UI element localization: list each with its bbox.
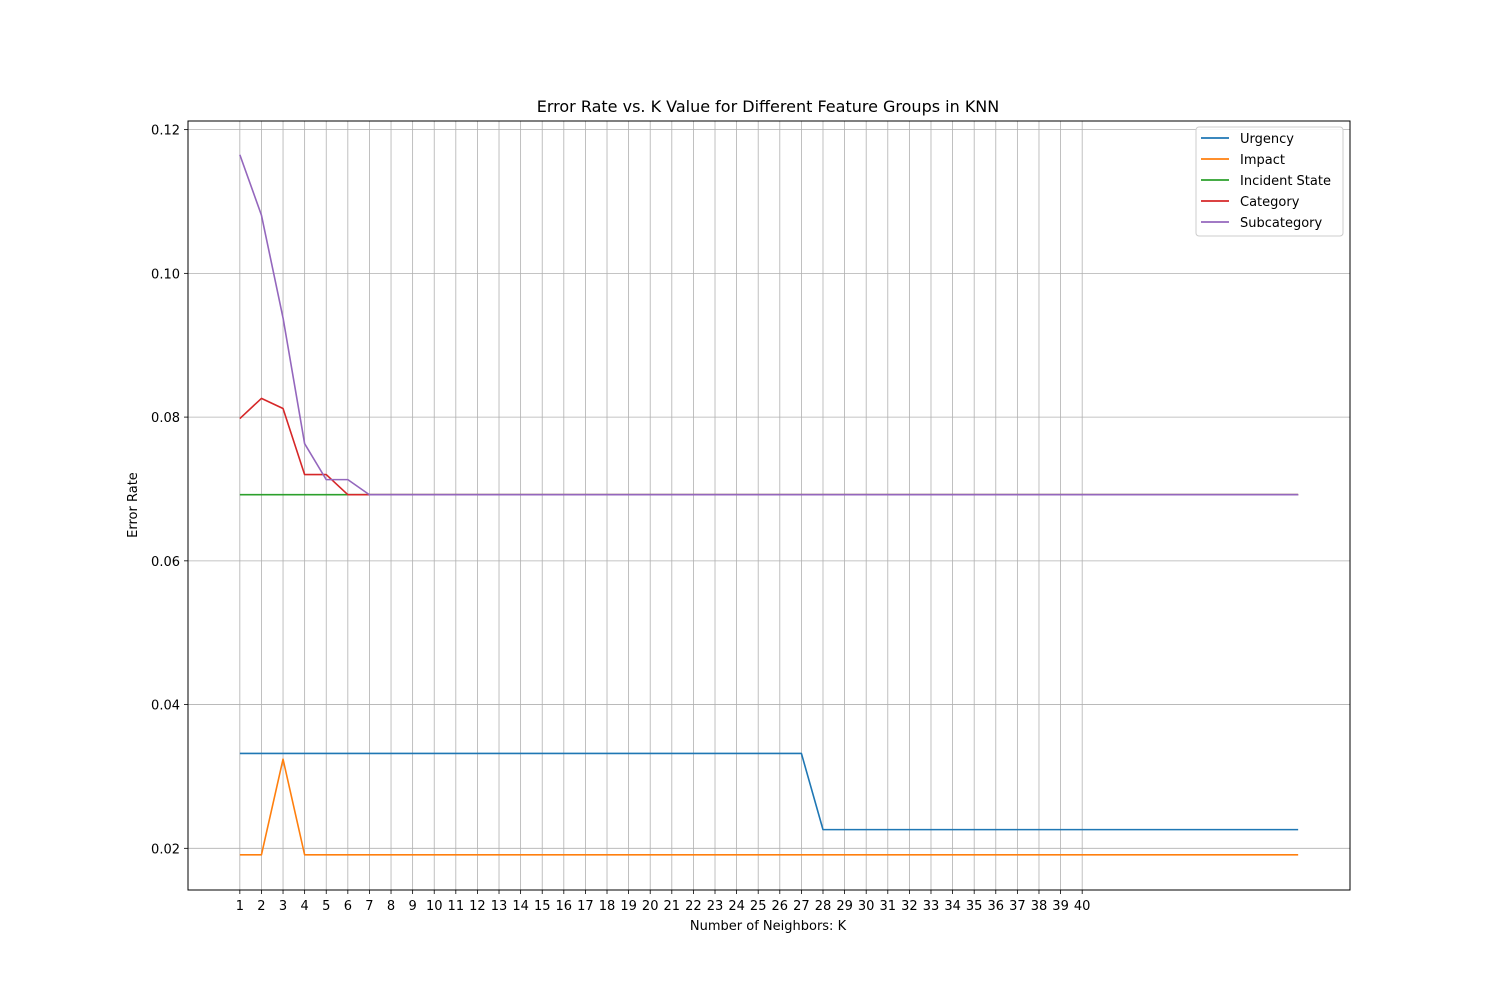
x-tick-label: 6 (344, 899, 352, 914)
series-line-impact (239, 758, 1299, 856)
x-axis-ticks: 1 2 3 4 5 6 7 8 9 10 11 12 13 14 15 16 17 18 19 20 21 22 23 24 2… (236, 890, 1091, 914)
legend-entry-label: Impact (1240, 153, 1285, 168)
legend-entry-label: Urgency (1240, 132, 1294, 147)
x-tick-label: 20 (642, 899, 659, 914)
y-axis-label: Error Rate (126, 472, 141, 538)
x-tick-label: 37 (1009, 899, 1026, 914)
x-tick-label: 27 (793, 899, 810, 914)
x-tick-label: 38 (1031, 899, 1048, 914)
x-tick-label: 14 (512, 899, 529, 914)
x-tick-label: 29 (836, 899, 853, 914)
x-tick-label: 4 (300, 899, 308, 914)
x-tick-label: 25 (750, 899, 767, 914)
x-tick-label: 28 (815, 899, 832, 914)
y-tick-label: 0.10 (151, 267, 180, 282)
x-tick-label: 21 (664, 899, 681, 914)
series-lines (239, 154, 1299, 856)
legend-box (1195, 126, 1344, 237)
grid (188, 121, 1350, 890)
y-axis-ticks: 0.02 0.04 0.06 0.08 0.10 0.12 (151, 124, 188, 857)
x-tick-label: 35 (966, 899, 983, 914)
legend-entry-label: Category (1240, 195, 1300, 210)
x-axis-label: Number of Neighbors: K (690, 919, 847, 934)
x-tick-label: 18 (599, 899, 616, 914)
x-tick-label: 17 (577, 899, 594, 914)
x-tick-label: 34 (944, 899, 961, 914)
series-line-subcategory (239, 154, 1299, 496)
y-tick-label: 0.02 (151, 842, 180, 857)
x-tick-label: 5 (322, 899, 330, 914)
y-tick-label: 0.06 (151, 555, 180, 570)
plot-area-frame (187, 120, 1351, 891)
x-tick-label: 33 (923, 899, 940, 914)
x-tick-label: 23 (707, 899, 724, 914)
x-tick-label: 36 (988, 899, 1005, 914)
legend: Urgency Impact Incident State Category Subca… (1195, 126, 1344, 237)
x-tick-label: 22 (685, 899, 702, 914)
x-tick-label: 8 (387, 899, 395, 914)
x-tick-label: 16 (556, 899, 573, 914)
chart-title: Error Rate vs. K Value for Different Fea… (537, 97, 1000, 116)
x-tick-label: 19 (620, 899, 637, 914)
y-tick-label: 0.04 (151, 699, 180, 714)
x-tick-label: 32 (901, 899, 918, 914)
x-tick-label: 2 (257, 899, 265, 914)
series-line-urgency (239, 752, 1299, 831)
y-tick-label: 0.12 (151, 124, 180, 139)
x-tick-label: 30 (858, 899, 875, 914)
x-tick-label: 24 (728, 899, 745, 914)
y-tick-label: 0.08 (151, 411, 180, 426)
x-tick-label: 10 (426, 899, 443, 914)
x-tick-label: 9 (408, 899, 416, 914)
x-tick-label: 3 (279, 899, 287, 914)
x-tick-label: 31 (880, 899, 897, 914)
x-tick-label: 26 (772, 899, 789, 914)
x-tick-label: 15 (534, 899, 551, 914)
legend-entry-label: Subcategory (1240, 216, 1323, 231)
x-tick-label: 7 (365, 899, 373, 914)
x-tick-label: 39 (1052, 899, 1069, 914)
x-tick-label: 13 (491, 899, 508, 914)
x-tick-label: 11 (448, 899, 465, 914)
legend-entry-label: Incident State (1240, 174, 1331, 189)
x-tick-label: 12 (469, 899, 486, 914)
x-tick-label: 40 (1074, 899, 1091, 914)
x-tick-label: 1 (236, 899, 244, 914)
